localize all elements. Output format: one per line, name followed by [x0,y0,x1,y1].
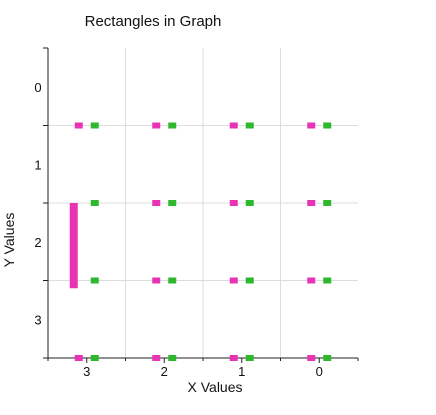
marker-green [323,355,332,361]
marker-green [90,122,99,129]
x-tick-label: 0 [316,364,323,379]
x-tick-label: 2 [161,364,168,379]
x-tick-label: 3 [83,364,90,379]
x-axis-label: X Values [188,379,243,395]
marker-green [323,277,332,284]
marker-magenta [152,200,161,206]
marker-green [90,200,99,206]
marker-magenta [229,122,238,129]
marker-green [168,200,177,206]
y-tick-label: 1 [34,157,41,172]
y-tick-label: 0 [34,80,41,95]
y-tick-label: 2 [34,235,41,250]
marker-green [90,355,99,361]
marker-magenta [152,122,161,129]
marker-magenta [307,122,316,129]
marker-magenta [74,122,83,129]
tick-labels: 0 1 2 3 3 2 1 0 [34,80,322,379]
marker-magenta [307,200,316,206]
marker-magenta [152,277,161,284]
marker-green [168,277,177,284]
chart-marks [69,122,332,361]
x-tick-label: 1 [238,364,245,379]
marker-green [323,122,332,129]
marker-green [245,277,254,284]
marker-magenta [307,355,316,361]
marker-magenta [229,200,238,206]
marker-green [245,122,254,129]
marker-magenta [307,277,316,284]
marker-green [168,355,177,361]
marker-magenta [74,355,83,361]
y-axis-label: Y Values [1,213,17,268]
marker-green [245,200,254,206]
chart-title: Rectangles in Graph [85,13,222,30]
axes [43,47,359,363]
bar-magenta [69,203,78,289]
marker-magenta [229,355,238,361]
marker-green [245,355,254,361]
y-tick-label: 3 [34,312,41,327]
marker-magenta [152,355,161,361]
marker-green [323,200,332,206]
marker-magenta [229,277,238,284]
marker-green [168,122,177,129]
marker-green [90,277,99,284]
grid [48,48,358,358]
